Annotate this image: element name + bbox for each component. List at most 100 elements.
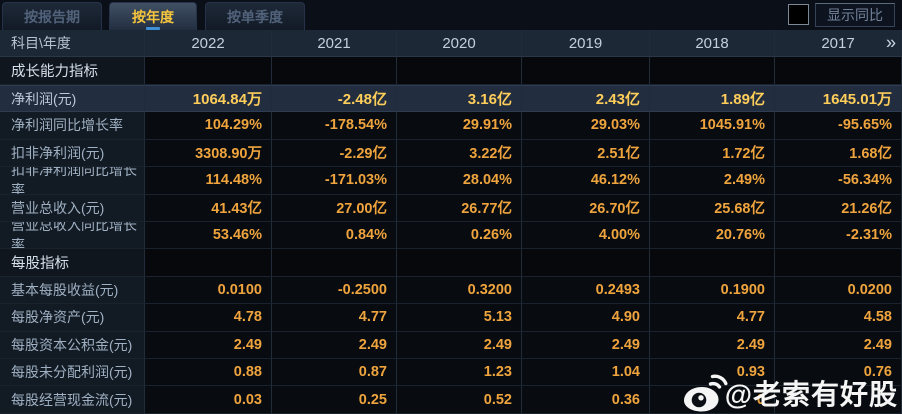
tab-report-period[interactable]: 按报告期 bbox=[2, 2, 102, 30]
cell-value bbox=[272, 57, 397, 85]
cell-value: 0.87 bbox=[272, 359, 397, 387]
row-label: 每股经营现金流(元) bbox=[0, 386, 145, 414]
cell-value bbox=[145, 57, 272, 85]
cell-value: 29.91% bbox=[397, 112, 522, 140]
cell-value: 0.2493 bbox=[522, 276, 650, 305]
cell-value: 21.26亿 bbox=[775, 194, 902, 222]
row-label: 扣非净利润(元) bbox=[0, 139, 145, 168]
financial-table: 科目\年度 2022 2021 2020 2019 2018 2017» 成长能力指标 净利润(… bbox=[0, 30, 902, 414]
cell-value bbox=[272, 249, 397, 277]
cell-value: 4.00% bbox=[522, 221, 650, 250]
cell-value: 2.43亿 bbox=[522, 84, 650, 113]
cell-value: 27.00亿 bbox=[272, 194, 397, 222]
cell-value: 41.43亿 bbox=[145, 194, 272, 222]
cell-value: 2.49 bbox=[145, 331, 272, 360]
cell-value: 1.89亿 bbox=[650, 84, 775, 113]
cell-value: 3.16亿 bbox=[397, 84, 522, 113]
cell-value: 2.51亿 bbox=[522, 139, 650, 168]
cell-value: 0.03 bbox=[145, 386, 272, 414]
show-yoy-checkbox[interactable] bbox=[788, 4, 809, 25]
cell-value: -2.29亿 bbox=[272, 139, 397, 168]
active-tab-indicator bbox=[146, 27, 160, 30]
cell-value bbox=[650, 57, 775, 85]
cell-value bbox=[775, 57, 902, 85]
cell-value: 2.49 bbox=[775, 331, 902, 360]
cell-value: 1064.84万 bbox=[145, 84, 272, 113]
table-row: 扣非净利润同比增长率 114.48% -171.03% 28.04% 46.12% 2.4… bbox=[0, 167, 902, 195]
section-row: 成长能力指标 bbox=[0, 57, 902, 85]
cell-value: 4.77 bbox=[650, 304, 775, 332]
row-label: 每股净资产(元) bbox=[0, 304, 145, 332]
tab-annual[interactable]: 按年度 bbox=[109, 2, 197, 30]
cell-value: 0.84% bbox=[272, 221, 397, 250]
table-row: 营业总收入同比增长率 53.46% 0.84% 0.26% 4.00% 20.76% -2.… bbox=[0, 221, 902, 250]
cell-value bbox=[775, 249, 902, 277]
row-label: 净利润(元) bbox=[0, 84, 145, 113]
cell-value: 1.23 bbox=[397, 359, 522, 387]
cell-value: 3.22亿 bbox=[397, 139, 522, 168]
cell-value bbox=[522, 249, 650, 277]
cell-value: 4.90 bbox=[522, 304, 650, 332]
cell-value bbox=[650, 249, 775, 277]
cell-value: 28.04% bbox=[397, 167, 522, 195]
row-label: 营业总收入同比增长率 bbox=[0, 221, 145, 250]
table-row: 净利润(元) 1064.84万 -2.48亿 3.16亿 2.43亿 1.89亿 1645.… bbox=[0, 84, 902, 113]
cell-value bbox=[397, 249, 522, 277]
cell-value: -0.2500 bbox=[272, 276, 397, 305]
cell-value: -95.65% bbox=[775, 112, 902, 140]
cell-value bbox=[775, 386, 902, 414]
cell-value: 0.52 bbox=[397, 386, 522, 414]
table-row: 每股资本公积金(元) 2.49 2.49 2.49 2.49 2.49 2.49 bbox=[0, 331, 902, 360]
cell-value: 2.49 bbox=[522, 331, 650, 360]
tab-annual-label: 按年度 bbox=[132, 8, 174, 25]
section-row: 每股指标 bbox=[0, 249, 902, 277]
row-label: 扣非净利润同比增长率 bbox=[0, 167, 145, 195]
table-row: 每股经营现金流(元) 0.03 0.25 0.52 0.36 0 bbox=[0, 386, 902, 414]
cell-value: 4.77 bbox=[272, 304, 397, 332]
cell-value: 26.77亿 bbox=[397, 194, 522, 222]
cell-value: 29.03% bbox=[522, 112, 650, 140]
cell-value: 104.29% bbox=[145, 112, 272, 140]
cell-value: 25.68亿 bbox=[650, 194, 775, 222]
cell-value: 0.76 bbox=[775, 359, 902, 387]
table-row: 每股净资产(元) 4.78 4.77 5.13 4.90 4.77 4.58 bbox=[0, 304, 902, 332]
cell-value: 2.49 bbox=[272, 331, 397, 360]
table-row: 每股未分配利润(元) 0.88 0.87 1.23 1.04 0.93 0.76 bbox=[0, 359, 902, 387]
table-corner-label: 科目\年度 bbox=[0, 30, 145, 58]
cell-value: 1.68亿 bbox=[775, 139, 902, 168]
cell-value: -2.48亿 bbox=[272, 84, 397, 113]
cell-value: 4.58 bbox=[775, 304, 902, 332]
cell-value: 114.48% bbox=[145, 167, 272, 195]
cell-value: 0.26% bbox=[397, 221, 522, 250]
row-label: 每股未分配利润(元) bbox=[0, 359, 145, 387]
cell-value: 4.78 bbox=[145, 304, 272, 332]
row-label: 净利润同比增长率 bbox=[0, 112, 145, 140]
cell-value: 2.49 bbox=[397, 331, 522, 360]
tab-quarterly[interactable]: 按单季度 bbox=[205, 2, 305, 30]
table-row: 净利润同比增长率 104.29% -178.54% 29.91% 29.03% 1045.… bbox=[0, 112, 902, 140]
show-yoy-button[interactable]: 显示同比 bbox=[815, 3, 895, 27]
cell-value: 0.88 bbox=[145, 359, 272, 387]
year-column-header: 2022 bbox=[145, 30, 272, 58]
table-row: 基本每股收益(元) 0.0100 -0.2500 0.3200 0.2493 0.1900… bbox=[0, 276, 902, 305]
cell-value: 0.1900 bbox=[650, 276, 775, 305]
cell-value: -2.31% bbox=[775, 221, 902, 250]
cell-value: -171.03% bbox=[272, 167, 397, 195]
tab-bar: 按报告期 按年度 按单季度 显示同比 bbox=[0, 0, 902, 30]
cell-value: 0.0100 bbox=[145, 276, 272, 305]
cell-value: 46.12% bbox=[522, 167, 650, 195]
cell-value: 0.36 bbox=[522, 386, 650, 414]
year-column-header: 2017» bbox=[775, 30, 902, 58]
cell-value: 2.49 bbox=[650, 331, 775, 360]
cell-value: 1045.91% bbox=[650, 112, 775, 140]
row-label: 基本每股收益(元) bbox=[0, 276, 145, 305]
cell-value: 0.0200 bbox=[775, 276, 902, 305]
cell-value: -178.54% bbox=[272, 112, 397, 140]
cell-value: 53.46% bbox=[145, 221, 272, 250]
section-header: 每股指标 bbox=[0, 249, 145, 277]
year-column-header: 2020 bbox=[397, 30, 522, 58]
cell-value: 1.72亿 bbox=[650, 139, 775, 168]
more-years-icon[interactable]: » bbox=[885, 32, 896, 53]
table-row: 扣非净利润(元) 3308.90万 -2.29亿 3.22亿 2.51亿 1.72亿 1.6… bbox=[0, 139, 902, 168]
